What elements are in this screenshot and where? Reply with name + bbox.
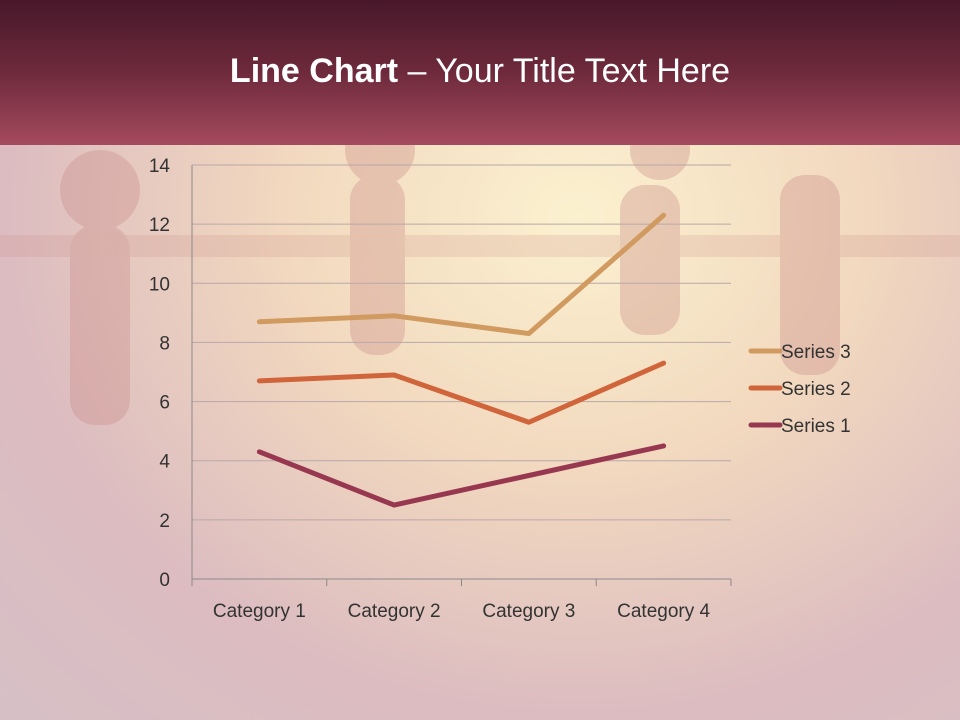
title-bar xyxy=(0,0,960,145)
legend-label: Series 3 xyxy=(781,342,851,363)
x-tick-label: Category 4 xyxy=(617,601,710,622)
y-tick-label: 14 xyxy=(149,156,171,177)
background-figures xyxy=(0,145,960,425)
legend-label: Series 1 xyxy=(781,416,851,437)
x-tick-label: Category 2 xyxy=(348,601,441,622)
y-tick-label: 6 xyxy=(159,393,170,414)
y-tick-label: 10 xyxy=(149,274,170,295)
x-tick-label: Category 1 xyxy=(213,601,306,622)
x-tick-label: Category 3 xyxy=(482,601,575,622)
y-tick-label: 12 xyxy=(149,215,170,236)
slide-title: Line Chart – Your Title Text Here xyxy=(0,52,960,91)
series-line-1 xyxy=(256,443,667,508)
title-bold: Line Chart xyxy=(229,52,399,90)
y-tick-label: 0 xyxy=(159,570,170,591)
y-tick-label: 8 xyxy=(159,333,170,354)
legend-label: Series 2 xyxy=(781,379,851,400)
y-tick-label: 4 xyxy=(159,452,170,473)
y-tick-label: 2 xyxy=(159,511,170,532)
series-line-3 xyxy=(256,212,667,337)
title-rest: – Your Title Text Here xyxy=(398,52,731,90)
series-line-2 xyxy=(256,360,667,425)
